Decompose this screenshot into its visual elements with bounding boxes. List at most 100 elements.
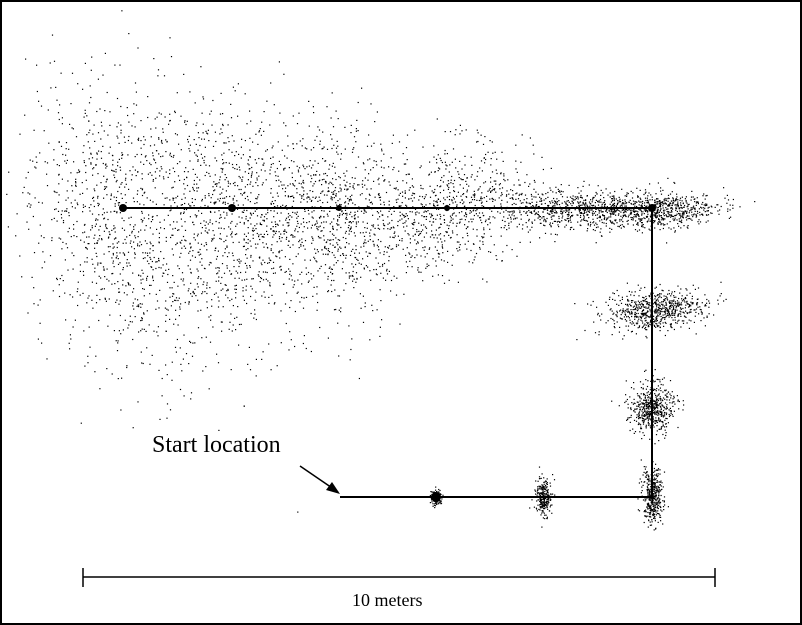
particle [537, 499, 539, 501]
particle [686, 300, 688, 302]
particle [439, 168, 441, 170]
particle [535, 212, 537, 214]
particle [315, 223, 317, 225]
particle [726, 202, 728, 204]
particle [565, 202, 567, 204]
particle [397, 198, 399, 200]
particle [339, 246, 341, 248]
particle [405, 204, 407, 206]
particle [448, 195, 451, 197]
particle [660, 318, 662, 321]
particle [662, 422, 664, 424]
particle [648, 499, 650, 501]
particle [691, 295, 693, 297]
particle [484, 136, 486, 138]
particle [481, 197, 483, 200]
particle [515, 193, 517, 195]
particle [466, 183, 468, 185]
particle [354, 217, 356, 219]
particle [637, 300, 639, 302]
particle [655, 503, 657, 505]
particle [543, 492, 545, 494]
particle [687, 208, 689, 210]
particle [628, 317, 630, 319]
particle [434, 505, 437, 507]
particle [435, 218, 437, 220]
particle [434, 503, 436, 505]
particle [611, 334, 613, 336]
particle [640, 218, 642, 220]
particle [304, 240, 307, 242]
particle [420, 203, 422, 205]
particle [266, 230, 268, 232]
particle [415, 249, 417, 251]
particle [386, 270, 388, 272]
particle [649, 308, 651, 310]
particle [665, 426, 668, 428]
particle [330, 239, 332, 241]
particle [573, 199, 575, 201]
particle [425, 211, 428, 213]
particle [378, 177, 380, 179]
particle [363, 267, 365, 269]
particle [446, 184, 448, 186]
particle [540, 477, 542, 479]
particle [537, 486, 539, 488]
particle [609, 203, 611, 205]
particle [674, 200, 677, 202]
particle [539, 237, 541, 239]
particle [622, 308, 624, 310]
particle [492, 198, 494, 200]
particle [284, 191, 286, 193]
particle [473, 259, 475, 261]
particle [318, 129, 321, 131]
particle [506, 201, 508, 203]
particle [398, 206, 400, 208]
particle [658, 315, 660, 317]
particle [344, 213, 346, 215]
particle [626, 308, 628, 310]
particle [335, 110, 337, 112]
particle [392, 169, 394, 171]
particle [641, 490, 643, 492]
particle [371, 304, 373, 306]
particle [649, 516, 651, 518]
particle [545, 504, 547, 507]
particle [627, 325, 630, 327]
particle [367, 159, 369, 161]
particle [347, 203, 349, 205]
particle [263, 220, 265, 222]
particle [660, 303, 663, 305]
particle [671, 211, 673, 213]
particle [319, 217, 321, 219]
particle [642, 304, 644, 307]
particle [649, 402, 651, 404]
particle [536, 510, 538, 512]
particle [638, 482, 640, 484]
particle [240, 188, 242, 191]
particle [279, 250, 281, 252]
particle [336, 223, 338, 225]
particle [296, 143, 298, 145]
particle [272, 156, 274, 158]
particle [644, 399, 647, 401]
particle [443, 175, 445, 177]
particle [649, 507, 651, 509]
particle [544, 208, 546, 210]
particle [580, 211, 583, 214]
particle [467, 240, 469, 242]
particle [655, 495, 657, 497]
particle [311, 199, 313, 202]
particle [537, 504, 539, 506]
particle [457, 281, 459, 283]
particle [657, 502, 659, 504]
particle [637, 284, 639, 286]
particle [598, 331, 600, 333]
particle [489, 198, 491, 200]
particle [557, 188, 559, 190]
particle [650, 516, 652, 518]
particle [679, 213, 681, 215]
particle [439, 192, 441, 194]
particle [541, 507, 543, 509]
particle [637, 395, 639, 397]
